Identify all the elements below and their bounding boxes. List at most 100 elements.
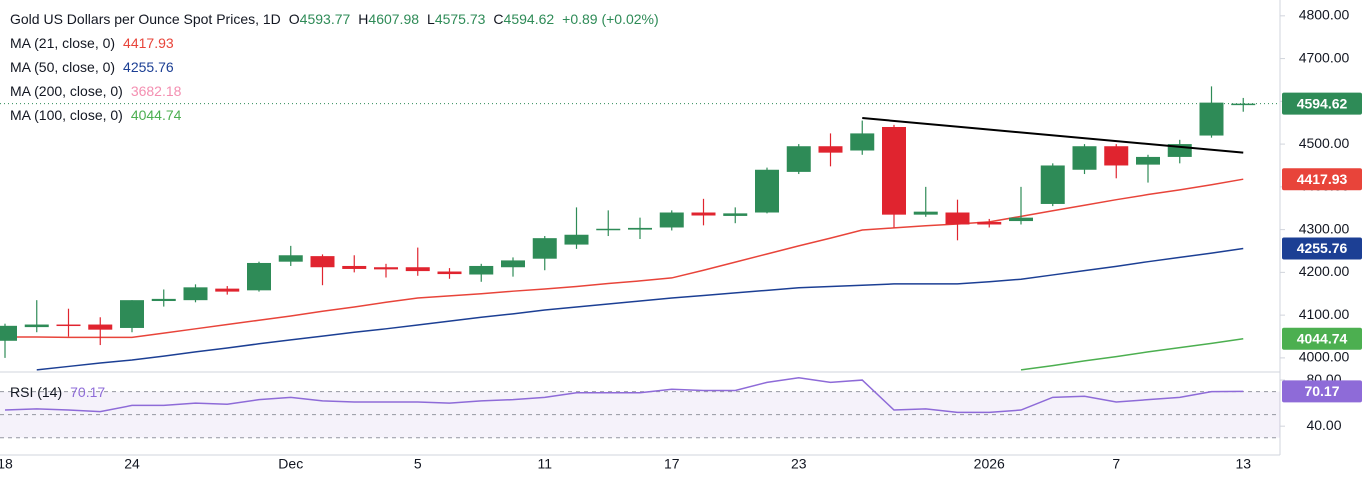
candle-body: [342, 265, 367, 269]
ma-legend: MA (100, close, 0) 4044.74: [10, 107, 182, 123]
ma-badge: 4417.93: [1297, 171, 1348, 187]
candle-body: [1072, 146, 1097, 170]
ohlc-label: C: [493, 11, 503, 27]
candle-body: [247, 262, 271, 291]
candle-body: [374, 267, 398, 270]
x-tick-label: 7: [1112, 456, 1120, 472]
ma-legend: MA (50, close, 0) 4255.76: [10, 59, 174, 75]
candle-body: [786, 146, 811, 172]
candle-body: [310, 256, 335, 268]
y-tick-label: 4000.00: [1299, 349, 1350, 365]
candle-body: [977, 221, 1002, 225]
x-tick-label: 23: [791, 456, 807, 472]
candle-body: [1009, 217, 1033, 222]
candle-body: [183, 287, 208, 301]
candle-body: [945, 212, 970, 225]
last-price-badge: 4594.62: [1297, 95, 1348, 111]
candle-body: [469, 265, 494, 275]
x-tick-label: 2026: [974, 456, 1005, 472]
ma-badge: 4255.76: [1297, 240, 1348, 256]
candle-body: [818, 146, 843, 153]
rsi-badge-bg: [1282, 380, 1362, 403]
ma-name: MA (200, close, 0): [10, 83, 123, 99]
candle-body: [0, 325, 17, 341]
rsi-value: 70.17: [70, 384, 105, 400]
ohlc-value: 4593.77: [300, 11, 351, 27]
ma-name: MA (100, close, 0): [10, 107, 123, 123]
candle-body: [151, 298, 176, 302]
ohlc-label: H: [358, 11, 368, 27]
ma-legend: MA (200, close, 0) 3682.18: [10, 83, 182, 99]
candle-body: [628, 227, 652, 230]
candle-body: [1104, 146, 1129, 166]
y-tick-label: 4300.00: [1299, 220, 1350, 236]
y-tick-label: 4800.00: [1299, 7, 1350, 23]
candle-body: [405, 267, 430, 272]
x-tick-label: 17: [664, 456, 680, 472]
ma-name: MA (50, close, 0): [10, 59, 115, 75]
ohlc-label: O: [289, 11, 300, 27]
ohlc-label: L: [427, 11, 435, 27]
y-tick-label: 4700.00: [1299, 49, 1350, 65]
trendline: [862, 117, 1244, 154]
candle-body: [24, 324, 49, 328]
x-tick-label: 18: [0, 456, 13, 472]
change: +0.89 (+0.02%): [562, 11, 659, 27]
ma-legend: MA (21, close, 0) 4417.93: [10, 35, 174, 51]
candle-body: [501, 260, 525, 268]
candle-body: [691, 212, 716, 216]
ma-badge: 4044.74: [1297, 330, 1348, 346]
candle-body: [1199, 102, 1224, 136]
candle-body: [755, 169, 779, 213]
ma-line: [36, 247, 1244, 371]
rsi-legend: RSI (14) 70.17: [10, 384, 105, 400]
candle-body: [564, 234, 589, 245]
y-tick-label: 40.00: [1306, 417, 1341, 433]
y-tick-label: 4500.00: [1299, 135, 1350, 151]
ma-line: [5, 178, 1244, 339]
ma-value: 4417.93: [123, 35, 174, 51]
rsi-name: RSI (14): [10, 384, 62, 400]
ma-value: 4255.76: [123, 59, 174, 75]
ma-badge-bg: [1282, 168, 1362, 191]
candle-body: [120, 300, 144, 328]
ma-name: MA (21, close, 0): [10, 35, 115, 51]
ohlc-value: 4607.98: [368, 11, 419, 27]
ma-value: 4044.74: [131, 107, 182, 123]
ma-value: 3682.18: [131, 83, 182, 99]
candle-body: [215, 288, 240, 292]
candle-body: [1231, 103, 1256, 106]
y-tick-label: 4100.00: [1299, 306, 1350, 322]
ohlc-value: 4594.62: [504, 11, 555, 27]
candle-body: [1040, 165, 1065, 204]
x-tick-label: 13: [1235, 456, 1251, 472]
rsi-badge: 70.17: [1304, 383, 1339, 399]
candle-body: [1136, 156, 1160, 165]
candle-body: [437, 271, 462, 275]
candle-body: [850, 133, 875, 151]
candle-body: [88, 324, 113, 330]
candle-body: [882, 126, 906, 215]
candle-body: [723, 213, 748, 216]
candle-body: [532, 238, 557, 259]
legend-title: Gold US Dollars per Ounce Spot Prices, 1…: [10, 11, 659, 27]
ma-badge-bg: [1282, 327, 1362, 350]
x-tick-label: 11: [537, 456, 552, 472]
ma-line: [1020, 338, 1244, 371]
candle-body: [596, 228, 621, 231]
ohlc-value: 4575.73: [435, 11, 486, 27]
chart-title: Gold US Dollars per Ounce Spot Prices, 1…: [10, 11, 281, 27]
candle-body: [278, 255, 303, 262]
last-price-badge-bg: [1282, 92, 1362, 115]
y-tick-label: 4200.00: [1299, 263, 1350, 279]
candle-body: [56, 324, 81, 327]
candle-body: [913, 211, 938, 215]
x-tick-label: Dec: [278, 456, 303, 472]
ma-badge-bg: [1282, 237, 1362, 260]
rsi-line: [4, 377, 1244, 414]
candle-body: [659, 212, 684, 228]
x-tick-label: 5: [414, 456, 422, 472]
x-tick-label: 24: [124, 456, 140, 472]
